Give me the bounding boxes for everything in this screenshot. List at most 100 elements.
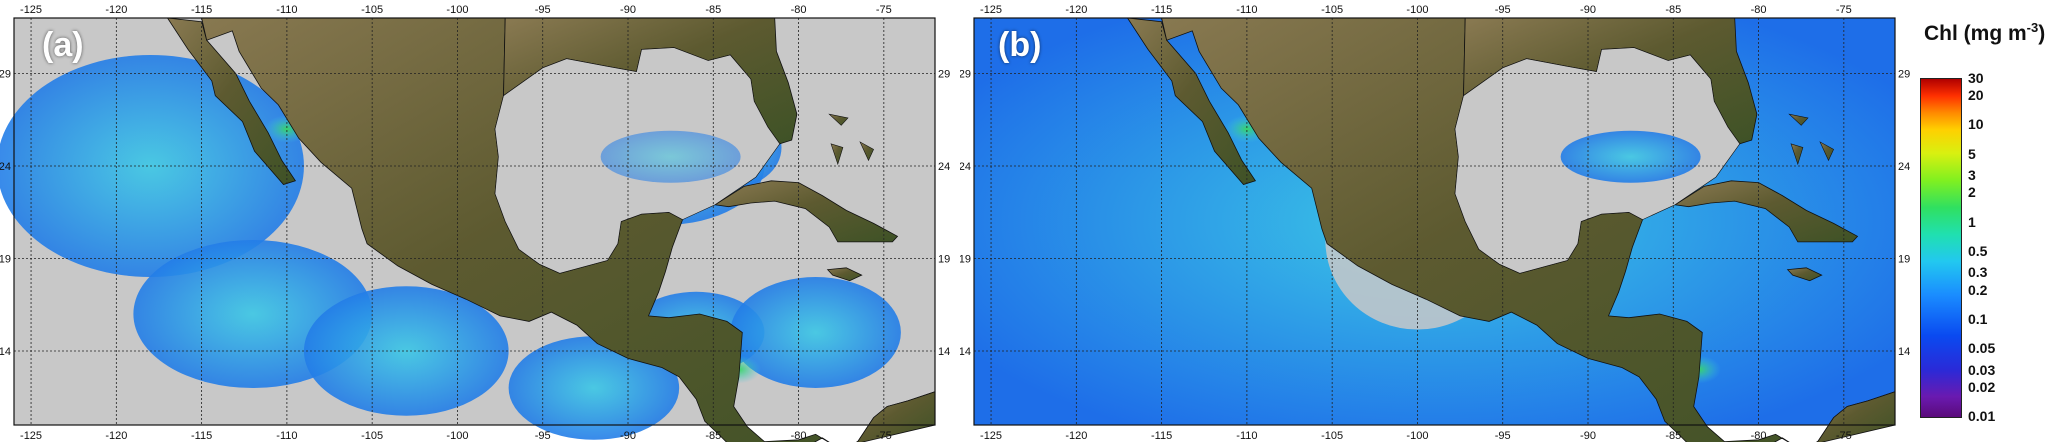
lat-tick-right: 14 xyxy=(938,346,950,358)
lon-tick-top: -75 xyxy=(1836,4,1852,16)
lat-tick-right: 29 xyxy=(1898,69,1910,81)
lat-tick-right: 24 xyxy=(1898,161,1910,173)
lon-tick-top: -110 xyxy=(1236,4,1257,16)
lat-tick-left: 19 xyxy=(960,254,971,266)
lat-tick-right: 19 xyxy=(1898,254,1910,266)
colorbar-tick-label: 0.01 xyxy=(1968,408,1996,424)
gulf-chlorophyll xyxy=(1560,130,1701,183)
lon-tick-top: -80 xyxy=(791,4,807,16)
lon-tick-bottom: -85 xyxy=(1665,430,1681,442)
baja-peninsula xyxy=(166,17,297,185)
lon-tick-top: -90 xyxy=(620,4,636,16)
lat-tick-left: 29 xyxy=(0,69,11,81)
lon-tick-top: -80 xyxy=(1751,4,1767,16)
bahamas-island xyxy=(1790,143,1804,166)
lon-tick-bottom: -125 xyxy=(980,430,1002,442)
lon-tick-top: -100 xyxy=(1406,4,1428,16)
cuba xyxy=(1673,180,1859,243)
lon-tick-top: -125 xyxy=(980,4,1002,16)
colorbar-tick-label: 0.05 xyxy=(1968,340,1996,357)
bahamas-island xyxy=(828,113,849,126)
lon-tick-top: -85 xyxy=(1665,4,1681,16)
gulf-chlorophyll xyxy=(600,130,741,183)
tick-labels: -125 -125 -120 -120 -115 -115 -110 -110 -105 -105… xyxy=(960,4,1910,442)
graticule xyxy=(974,18,1895,425)
lon-tick-top: -105 xyxy=(361,4,383,16)
lat-tick-right: 19 xyxy=(938,254,950,266)
bahamas-island xyxy=(1819,141,1834,162)
lon-tick-top: -125 xyxy=(20,4,42,16)
lon-tick-bottom: -115 xyxy=(191,430,212,442)
lon-tick-bottom: -90 xyxy=(1580,430,1596,442)
lat-tick-right: 14 xyxy=(1898,346,1910,358)
lon-tick-bottom: -95 xyxy=(535,430,551,442)
bahamas-island xyxy=(859,141,874,162)
baja-peninsula xyxy=(1126,17,1257,185)
graticule xyxy=(14,18,935,425)
colorbar-tick-label: 10 xyxy=(1968,116,1984,133)
lon-tick-top: -120 xyxy=(105,4,127,16)
land xyxy=(166,17,936,442)
colorbar-tick-label: 5 xyxy=(1968,145,1976,162)
lat-tick-left: 24 xyxy=(960,161,971,173)
lon-tick-bottom: -110 xyxy=(276,430,297,442)
lon-tick-bottom: -95 xyxy=(1495,430,1511,442)
lon-tick-top: -105 xyxy=(1321,4,1343,16)
map-panel-b: -125 -125 -120 -120 -115 -115 -110 -110 -105 -105… xyxy=(960,0,1910,442)
lon-tick-top: -120 xyxy=(1065,4,1087,16)
colorbar-tick-label: 0.2 xyxy=(1968,281,1988,298)
lon-tick-bottom: -120 xyxy=(1065,430,1087,442)
tick-labels: -125 -125 -120 -120 -115 -115 -110 -110 -105 -105… xyxy=(0,4,950,442)
lat-tick-left: 29 xyxy=(960,69,971,81)
lon-tick-bottom: -90 xyxy=(620,430,636,442)
lat-tick-right: 29 xyxy=(938,69,950,81)
panel-label-b: (b) xyxy=(998,26,1042,64)
jamaica xyxy=(826,267,863,282)
map-frame xyxy=(13,17,936,426)
lon-tick-bottom: -80 xyxy=(1751,430,1767,442)
colorbar-title: Chl (mg m-3) xyxy=(1924,20,2046,45)
colorbar-tick-label: 0.1 xyxy=(1968,310,1988,327)
lat-tick-left: 14 xyxy=(0,346,11,358)
lon-tick-top: -95 xyxy=(535,4,551,16)
colorbar-tick-label: 0.02 xyxy=(1968,378,1996,395)
lon-tick-top: -75 xyxy=(876,4,892,16)
bahamas-island xyxy=(830,143,844,166)
lon-tick-top: -95 xyxy=(1495,4,1511,16)
lon-tick-bottom: -105 xyxy=(361,430,383,442)
lon-tick-bottom: -75 xyxy=(1836,430,1852,442)
lon-tick-top: -90 xyxy=(1580,4,1596,16)
lon-tick-bottom: -125 xyxy=(20,430,42,442)
lon-tick-top: -110 xyxy=(276,4,297,16)
bahamas-island xyxy=(1788,113,1809,126)
colorbar-tick-label: 0.03 xyxy=(1968,361,1996,378)
lon-tick-bottom: -75 xyxy=(876,430,892,442)
lon-tick-bottom: -105 xyxy=(1321,430,1343,442)
jamaica xyxy=(1786,267,1823,282)
map-svg-b: -125 -125 -120 -120 -115 -115 -110 -110 -105 -105… xyxy=(960,4,1910,442)
map-panel-a: -125 -125 -120 -120 -115 -115 -110 -110 -105 -105… xyxy=(0,0,950,442)
lon-tick-bottom: -85 xyxy=(705,430,721,442)
lon-tick-top: -115 xyxy=(191,4,212,16)
cuba xyxy=(713,180,899,243)
colorbar-tick-label: 20 xyxy=(1968,87,1984,104)
colorbar-tick-label: 30 xyxy=(1968,70,1984,86)
lat-tick-left: 14 xyxy=(960,346,971,358)
colorbar-tick-label: 3 xyxy=(1968,167,1976,184)
colorbar: Chl (mg m-3) 30 20 10 5 3 2 1 0.5 0.3 0.2 0.1 0.05 0… xyxy=(1912,0,2067,442)
lon-tick-bottom: -110 xyxy=(1236,430,1257,442)
ocean-patch xyxy=(508,336,680,440)
colorbar-tick-label: 2 xyxy=(1968,184,1976,201)
map-frame xyxy=(973,17,1896,426)
lon-tick-bottom: -100 xyxy=(1406,430,1428,442)
lon-tick-bottom: -120 xyxy=(105,430,127,442)
panel-label-a: (a) xyxy=(42,26,84,64)
lon-tick-top: -115 xyxy=(1151,4,1172,16)
colorbar-tick-label: 0.3 xyxy=(1968,264,1988,281)
land xyxy=(1126,17,1896,442)
lat-tick-left: 19 xyxy=(0,254,11,266)
lon-tick-bottom: -100 xyxy=(446,430,468,442)
lon-tick-bottom: -115 xyxy=(1151,430,1172,442)
lat-tick-left: 24 xyxy=(0,161,11,173)
colorbar-tick-label: 1 xyxy=(1968,213,1976,230)
